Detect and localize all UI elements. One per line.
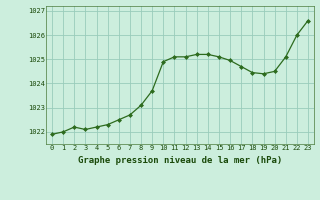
X-axis label: Graphe pression niveau de la mer (hPa): Graphe pression niveau de la mer (hPa): [78, 156, 282, 165]
